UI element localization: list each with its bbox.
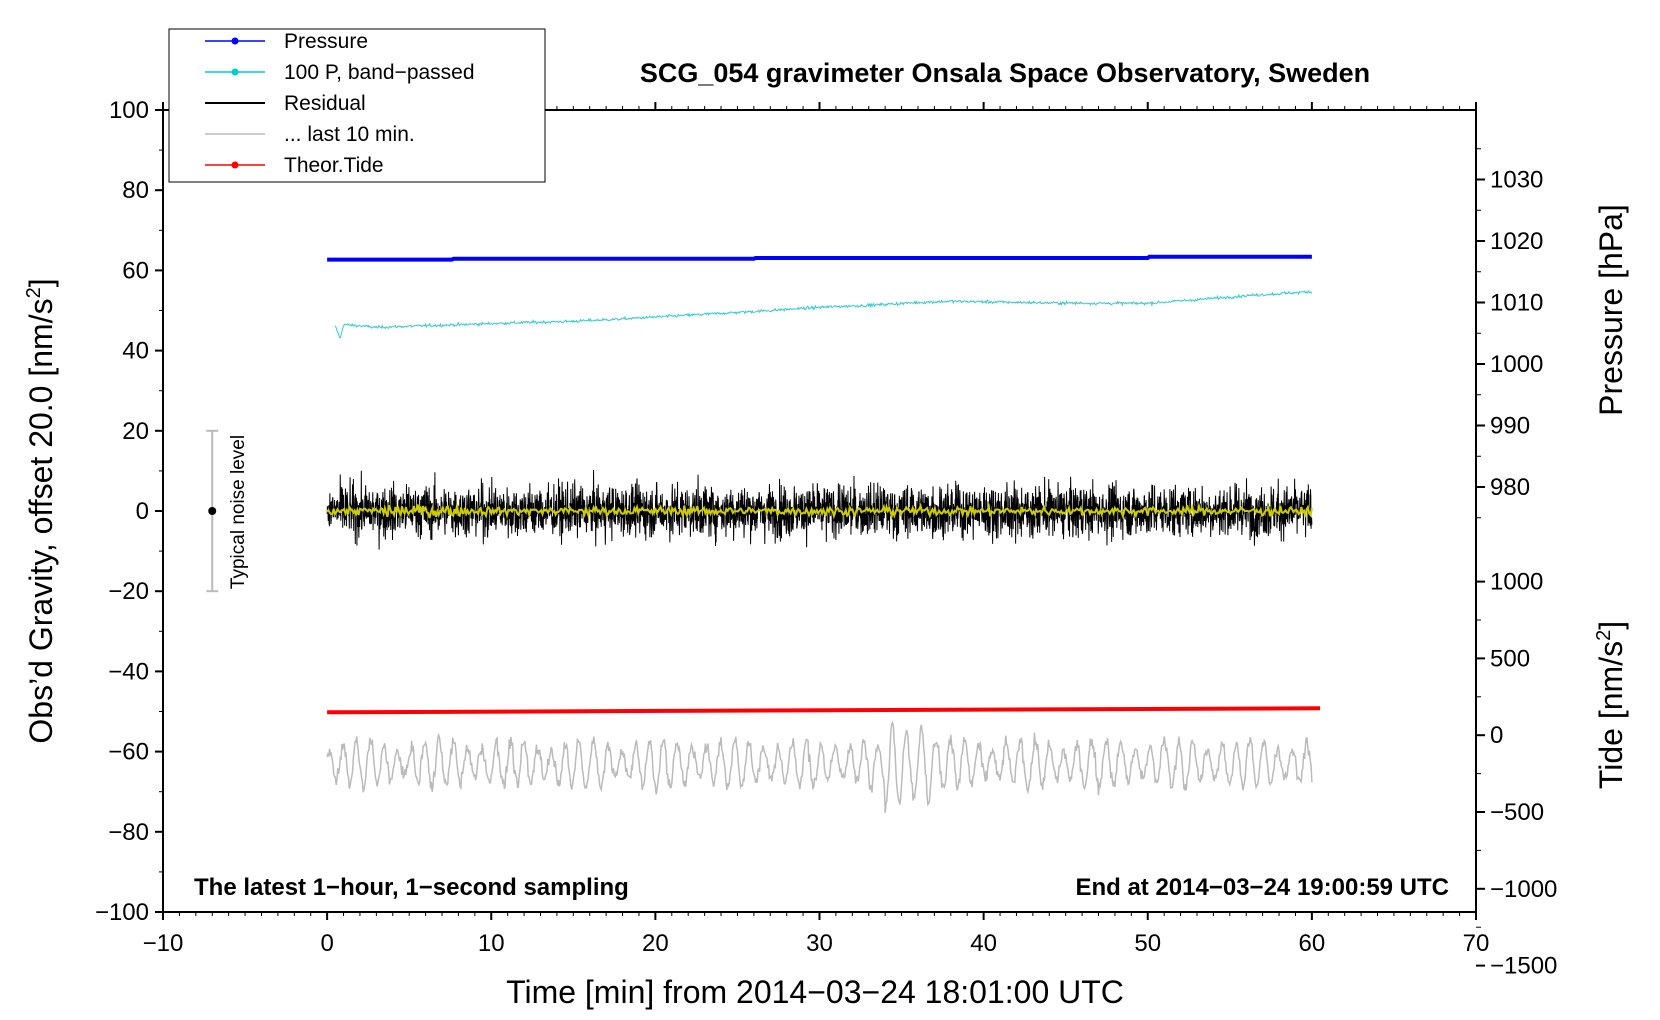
x-tick-label: 70: [1463, 930, 1490, 957]
typical-noise-level: [206, 429, 219, 593]
tide-tick-label: −500: [1490, 799, 1544, 826]
legend-box: [168, 28, 546, 183]
series-residual-smoothed: [326, 502, 1313, 521]
tide-tick-label: 1000: [1490, 569, 1543, 596]
x-tick-label: 40: [970, 930, 997, 957]
y-tick-label: −80: [108, 819, 149, 846]
tide-tick-label: 500: [1490, 645, 1530, 672]
y-axis-ticks: −100 −80 −60 −40 −20 0 20 40 60 80 100: [95, 97, 163, 926]
pressure-tick-label: 1020: [1490, 228, 1543, 255]
y-axis-label-sup: 2: [23, 287, 45, 298]
legend-label: Theor.Tide: [284, 154, 384, 177]
x-axis-label: Time [min] from 2014−03−24 18:01:00 UTC: [506, 974, 1124, 1010]
series-last-10-min: [326, 720, 1313, 813]
series-band-passed: [334, 289, 1313, 339]
pressure-tick-label: 1030: [1490, 167, 1543, 194]
pressure-tick-label: 990: [1490, 413, 1530, 440]
note-left: The latest 1−hour, 1−second sampling: [194, 874, 629, 901]
series-pressure: [327, 254, 1312, 262]
pressure-axis-ticks: 980 990 1000 1010 1020 1030: [1476, 148, 1543, 519]
y-tick-label: 20: [122, 418, 149, 445]
chart-title: SCG_054 gravimeter Onsala Space Observat…: [640, 58, 1370, 88]
tide-axis-label-main: Tide [nm/s: [1593, 641, 1629, 789]
data-series: [326, 254, 1321, 813]
x-tick-label: 50: [1134, 930, 1161, 957]
x-tick-label: 10: [478, 930, 505, 957]
x-tick-label: −10: [143, 930, 184, 957]
tide-axis-label-end: ]: [1593, 621, 1629, 630]
tide-axis-label-sup: 2: [1593, 630, 1615, 641]
y-tick-label: 0: [136, 498, 149, 525]
y-tick-label: 80: [122, 177, 149, 204]
legend: Pressure 100 P, band−passed Residual ... la…: [168, 28, 546, 183]
legend-label: Pressure: [284, 30, 368, 53]
legend-label: 100 P, band−passed: [284, 61, 475, 84]
legend-marker: [231, 37, 239, 45]
y-axis-label: Obs’d Gravity, offset 20.0 [nm/s2]: [23, 278, 59, 743]
noise-label: Typical noise level: [228, 435, 249, 589]
tide-tick-label: −1000: [1490, 876, 1557, 903]
y-tick-label: −100: [95, 899, 149, 926]
x-tick-label: 20: [642, 930, 669, 957]
y-axis-label-main: Obs’d Gravity, offset 20.0 [nm/s: [23, 298, 59, 743]
pressure-tick-label: 1000: [1490, 351, 1543, 378]
y-tick-label: −20: [108, 578, 149, 605]
legend-marker: [231, 161, 239, 169]
x-tick-label: 0: [320, 930, 333, 957]
y-tick-label: −60: [108, 739, 149, 766]
pressure-tick-label: 980: [1490, 474, 1530, 501]
legend-marker: [231, 68, 239, 76]
x-tick-label: 60: [1299, 930, 1326, 957]
tide-axis-ticks: −1500 −1000 −500 0 500 1000: [1476, 569, 1557, 980]
x-tick-label: 30: [806, 930, 833, 957]
y-tick-label: 100: [109, 97, 149, 124]
y-tick-label: −40: [108, 658, 149, 685]
noise-bar-center: [208, 507, 217, 515]
pressure-tick-label: 1010: [1490, 290, 1543, 317]
legend-label: Residual: [284, 92, 366, 115]
y-tick-label: 60: [122, 257, 149, 284]
tide-axis-label: Tide [nm/s2]: [1593, 621, 1629, 789]
series-theor-tide: [327, 706, 1321, 715]
tide-tick-label: −1500: [1490, 953, 1557, 980]
x-axis-ticks: −10 0 10 20 30 40 50 60 70: [143, 102, 1490, 957]
legend-label: ... last 10 min.: [284, 123, 415, 146]
pressure-axis-label: Pressure [hPa]: [1593, 204, 1629, 416]
tide-tick-label: 0: [1490, 722, 1503, 749]
y-axis-label-end: ]: [23, 278, 59, 287]
note-right: End at 2014−03−24 19:00:59 UTC: [1075, 874, 1449, 901]
y-tick-label: 40: [122, 338, 149, 365]
